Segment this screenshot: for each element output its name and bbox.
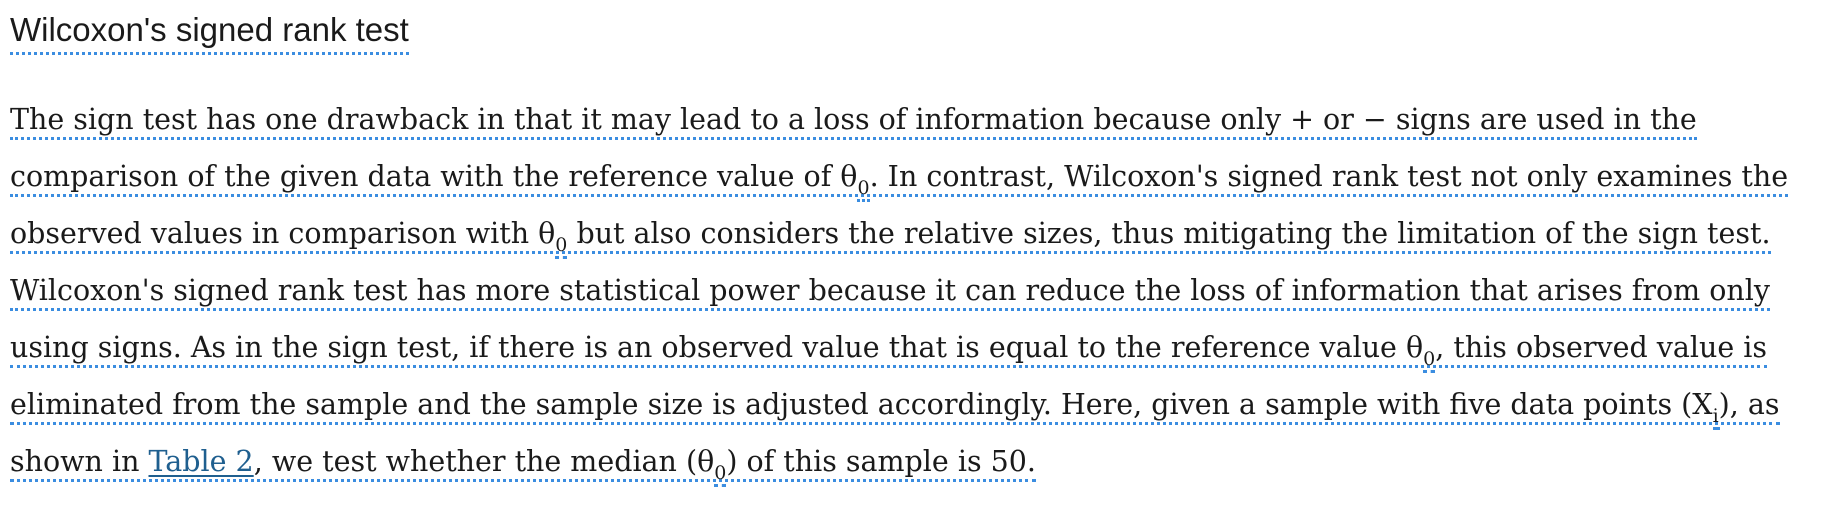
line-text: eliminated from the sample and the sampl… — [10, 388, 1780, 430]
line-text: shown in Table 2, we test whether the me… — [10, 445, 1036, 487]
paragraph-line-4: Wilcoxon's signed rank test has more sta… — [10, 262, 1825, 319]
article-section: Wilcoxon's signed rank test The sign tes… — [10, 0, 1825, 490]
paragraph-line-6: eliminated from the sample and the sampl… — [10, 376, 1825, 433]
table-2-link[interactable]: Table 2 — [148, 445, 254, 478]
line-text: using signs. As in the sign test, if the… — [10, 331, 1767, 373]
text-segment: comparison of the given data with the re… — [10, 160, 858, 193]
text-segment: observed values in comparison with θ — [10, 217, 556, 250]
paragraph-line-7: shown in Table 2, we test whether the me… — [10, 433, 1825, 490]
text-segment: . In contrast, Wilcoxon's signed rank te… — [869, 160, 1789, 193]
text-segment: but also considers the relative sizes, t… — [567, 217, 1771, 250]
subscript: 0 — [555, 234, 568, 259]
paragraph-line-5: using signs. As in the sign test, if the… — [10, 319, 1825, 376]
subscript: 0 — [1423, 348, 1436, 373]
subscript: 0 — [714, 462, 727, 487]
line-text: observed values in comparison with θ0 bu… — [10, 217, 1771, 259]
paragraph-line-1: The sign test has one drawback in that i… — [10, 91, 1825, 148]
section-title: Wilcoxon's signed rank test — [10, 10, 409, 55]
subscript: 0 — [857, 177, 870, 202]
text-segment: ) of this sample is 50. — [726, 445, 1036, 478]
paragraph-line-2: comparison of the given data with the re… — [10, 148, 1825, 205]
text-segment: using signs. As in the sign test, if the… — [10, 331, 1424, 364]
line-text: The sign test has one drawback in that i… — [10, 103, 1697, 140]
line-text: comparison of the given data with the re… — [10, 160, 1789, 202]
body-paragraph: The sign test has one drawback in that i… — [10, 91, 1825, 490]
text-segment: ), as — [1718, 388, 1780, 421]
line-text: Wilcoxon's signed rank test has more sta… — [10, 274, 1770, 311]
text-segment: , this observed value is — [1435, 331, 1767, 364]
text-segment: , we test whether the median (θ — [253, 445, 715, 478]
text-segment: shown in — [10, 445, 149, 478]
text-segment: eliminated from the sample and the sampl… — [10, 388, 1713, 421]
paragraph-line-3: observed values in comparison with θ0 bu… — [10, 205, 1825, 262]
subscript: i — [1712, 405, 1719, 430]
